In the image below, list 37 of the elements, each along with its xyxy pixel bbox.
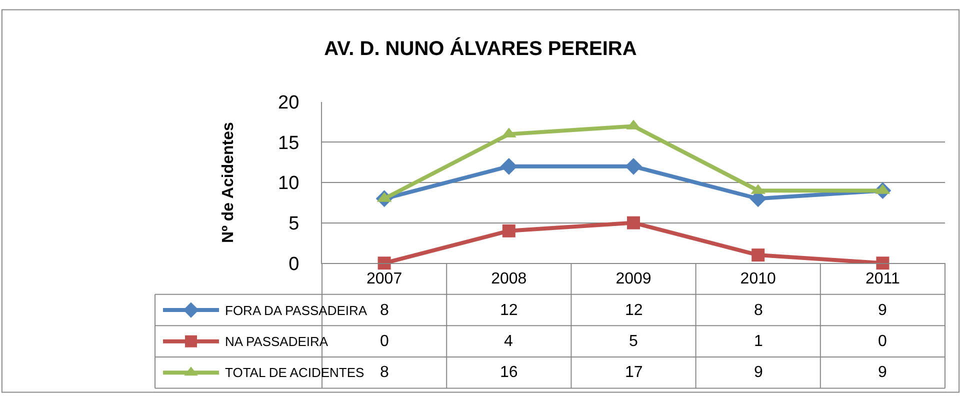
data-label: 1: [754, 333, 763, 350]
y-tick-label: 20: [278, 92, 300, 114]
data-label: 12: [500, 302, 518, 319]
x-tick-label: 2010: [740, 270, 776, 288]
chart-title: AV. D. NUNO ÁLVARES PEREIRA: [324, 37, 637, 60]
legend-label: FORA DA PASSADEIRA: [225, 303, 368, 318]
x-tick-label: 2009: [616, 270, 652, 288]
y-tick-label: 0: [288, 254, 300, 275]
point: [625, 158, 642, 175]
data-label: 5: [629, 333, 638, 350]
x-tick-label: 2011: [865, 270, 900, 288]
data-label: 9: [754, 364, 763, 381]
data-label: 9: [878, 302, 887, 319]
data-label: 8: [380, 364, 389, 381]
data-label: 17: [625, 364, 643, 381]
point: [378, 256, 391, 270]
point: [500, 158, 518, 175]
point: [627, 216, 640, 230]
legend-label: NA PASSADEIRA: [225, 334, 328, 349]
data-label: 16: [500, 364, 518, 381]
data-label: 12: [625, 302, 643, 319]
point: [502, 224, 516, 238]
data-label: 8: [380, 302, 389, 319]
x-tick-label: 2008: [491, 270, 527, 288]
y-tick-label: 15: [278, 132, 300, 154]
data-label: 8: [754, 302, 763, 319]
point: [876, 256, 890, 270]
data-label: 0: [380, 333, 389, 350]
y-axis-title: Nº de Acidentes: [220, 122, 237, 243]
data-label: 0: [878, 333, 887, 350]
data-label: 9: [878, 364, 887, 381]
y-tick-label: 10: [278, 173, 300, 194]
data-label: 4: [504, 333, 513, 350]
x-tick-label: 2007: [366, 270, 402, 288]
y-tick-label: 5: [288, 213, 300, 234]
legend-label: TOTAL DE ACIDENTES: [225, 365, 365, 380]
point: [752, 248, 765, 262]
